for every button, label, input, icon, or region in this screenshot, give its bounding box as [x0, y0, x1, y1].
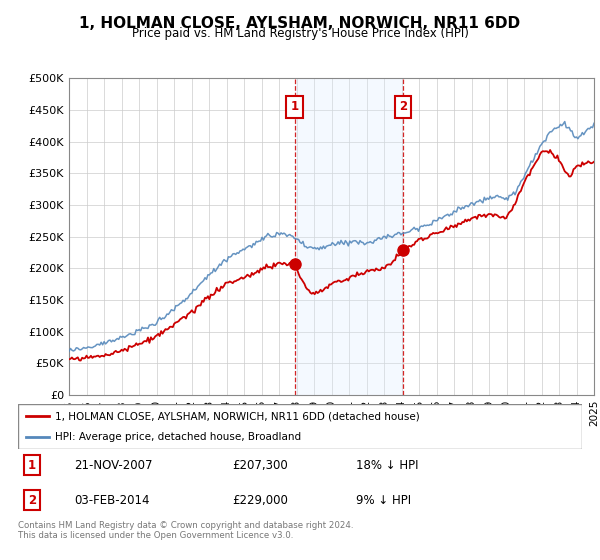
Text: 2: 2 — [399, 100, 407, 113]
Text: 9% ↓ HPI: 9% ↓ HPI — [356, 494, 412, 507]
Bar — [295, 78, 403, 395]
Text: 03-FEB-2014: 03-FEB-2014 — [74, 494, 150, 507]
Text: £207,300: £207,300 — [232, 459, 288, 472]
Text: Contains HM Land Registry data © Crown copyright and database right 2024.
This d: Contains HM Land Registry data © Crown c… — [18, 521, 353, 540]
Text: 18% ↓ HPI: 18% ↓ HPI — [356, 459, 419, 472]
Text: £229,000: £229,000 — [232, 494, 288, 507]
Text: Price paid vs. HM Land Registry's House Price Index (HPI): Price paid vs. HM Land Registry's House … — [131, 27, 469, 40]
Text: 1, HOLMAN CLOSE, AYLSHAM, NORWICH, NR11 6DD: 1, HOLMAN CLOSE, AYLSHAM, NORWICH, NR11 … — [79, 16, 521, 31]
Text: 21-NOV-2007: 21-NOV-2007 — [74, 459, 153, 472]
Text: 1, HOLMAN CLOSE, AYLSHAM, NORWICH, NR11 6DD (detached house): 1, HOLMAN CLOSE, AYLSHAM, NORWICH, NR11 … — [55, 412, 419, 422]
Text: 1: 1 — [28, 459, 36, 472]
Text: 1: 1 — [290, 100, 299, 113]
Text: 2: 2 — [28, 494, 36, 507]
Text: HPI: Average price, detached house, Broadland: HPI: Average price, detached house, Broa… — [55, 432, 301, 442]
